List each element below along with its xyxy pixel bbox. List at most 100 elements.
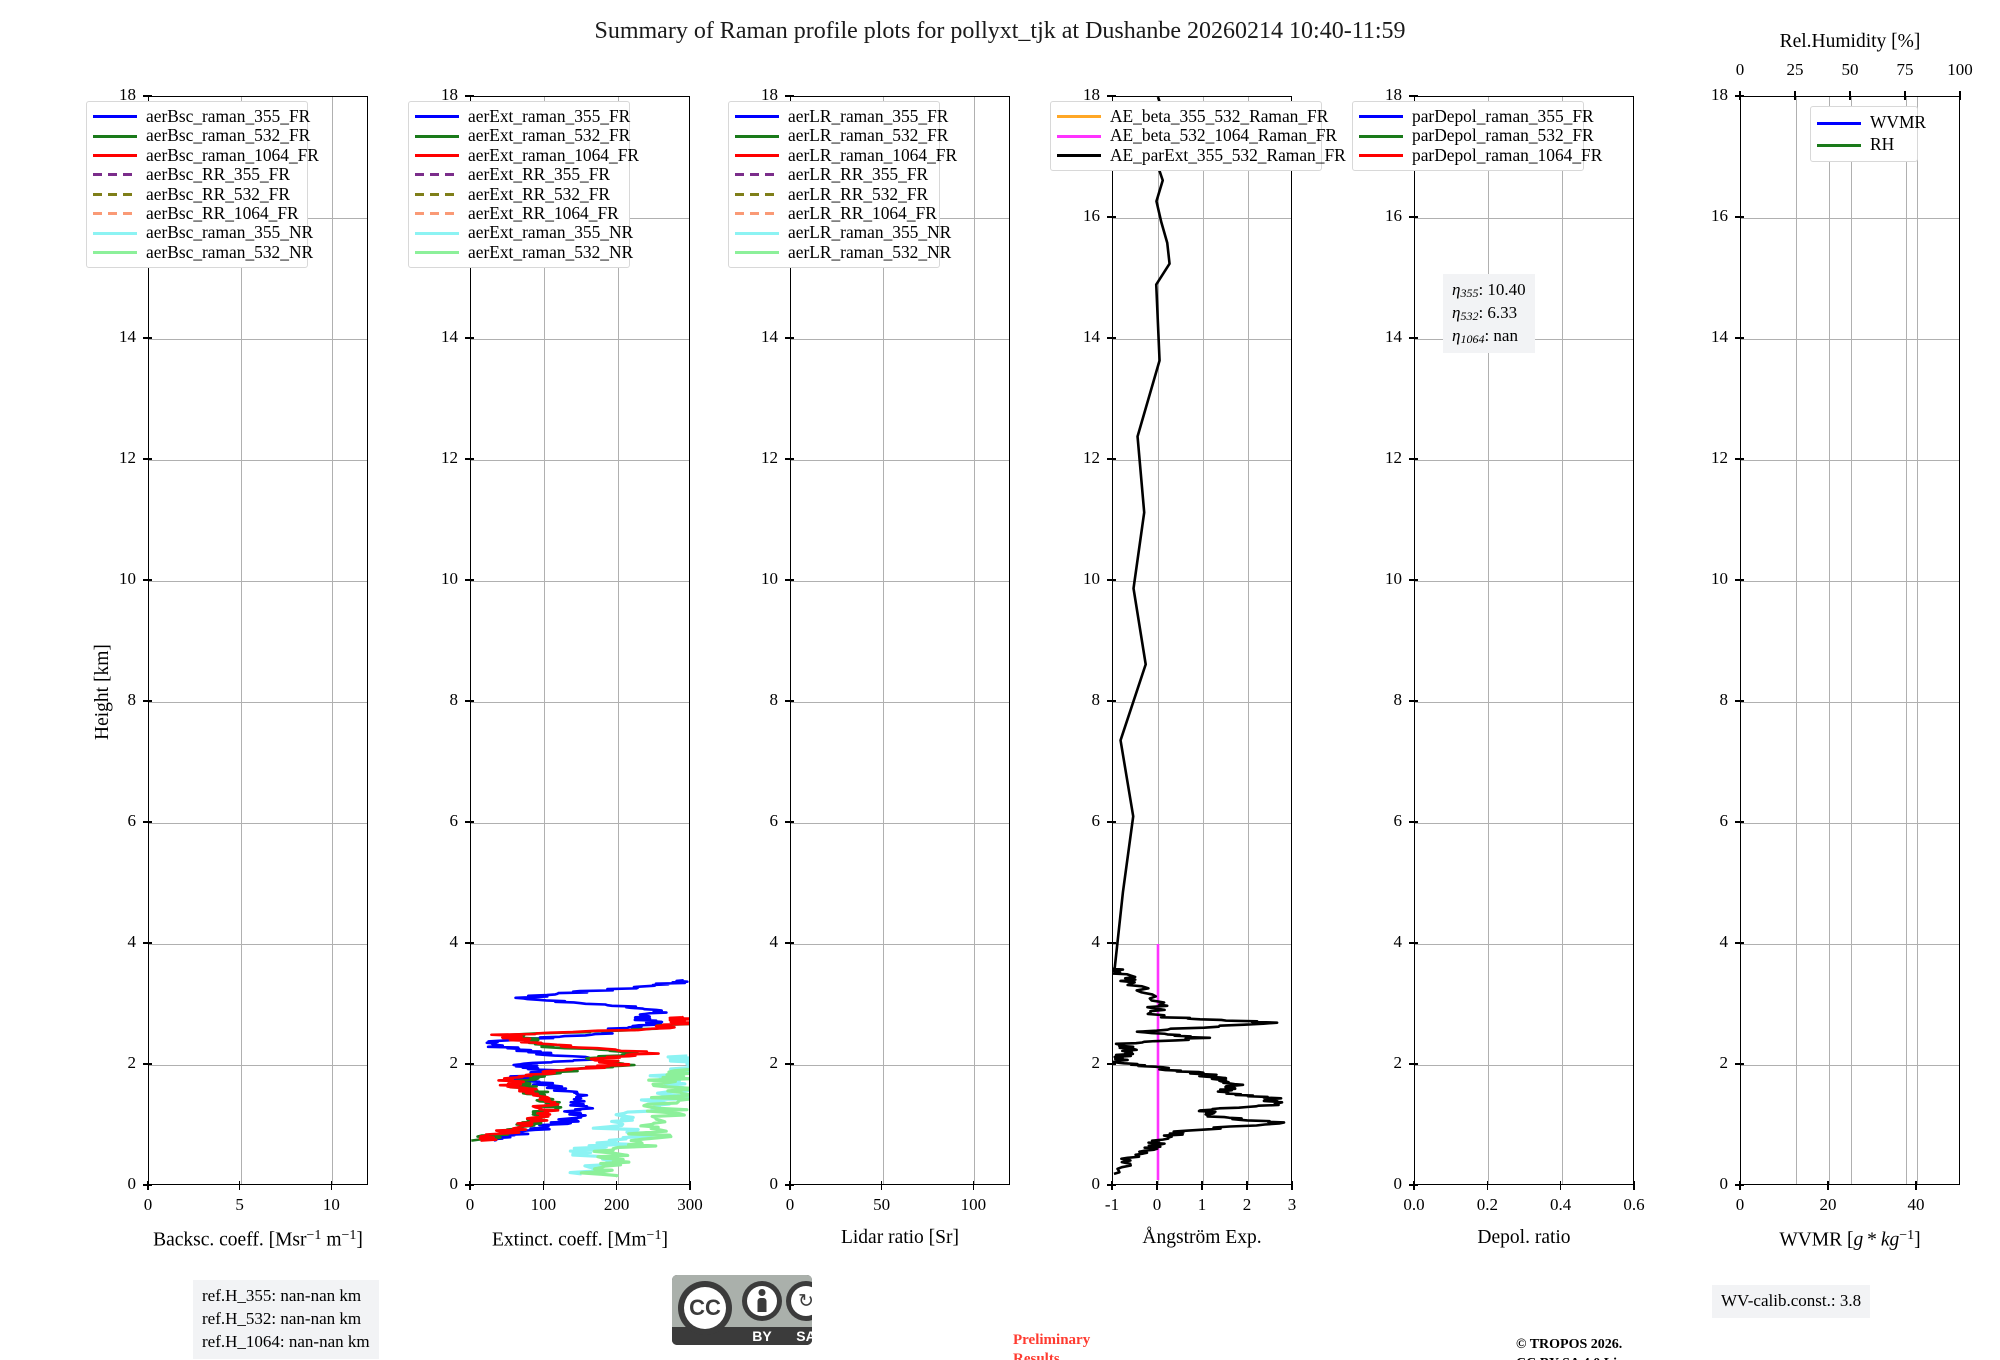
- legend-entry-AE_beta_355_532_Raman_FR[interactable]: AE_beta_355_532_Raman_FR: [1057, 107, 1328, 126]
- cc-by-text: BY: [752, 1328, 772, 1344]
- x-tick-mark: [972, 1181, 975, 1190]
- legend-extinction[interactable]: aerExt_raman_355_FR aerExt_raman_532_FR ae…: [408, 101, 639, 269]
- panel-angstrom-exponent: 0 2 4 6 8 10 12 14 16 18 -1 0 1 2 3 Ångström Exp.: [1083, 85, 1296, 1248]
- legend-entry-aerBsc_raman_532_FR[interactable]: aerBsc_raman_532_FR: [93, 126, 310, 145]
- y-tick-mark: [1409, 216, 1418, 218]
- tropos-line-2: CC BY SA 4.0 License.: [1516, 1356, 1652, 1360]
- y-tick-label: 12: [119, 448, 136, 467]
- legend-label: aerLR_raman_532_FR: [788, 125, 949, 146]
- legend-entry-aerExt_raman_532_NR[interactable]: aerExt_raman_532_NR: [415, 243, 633, 262]
- y-tick-label: 18: [761, 85, 778, 104]
- legend-label: aerExt_RR_532_FR: [468, 183, 611, 204]
- legend-entry-parDepol_raman_355_FR[interactable]: parDepol_raman_355_FR: [1359, 107, 1594, 126]
- gridline-vertical: [974, 97, 976, 1184]
- x-tick-label: 100: [960, 1195, 987, 1214]
- legend-entry-aerLR_raman_355_NR[interactable]: aerLR_raman_355_NR: [735, 223, 951, 242]
- legend-entry-RH[interactable]: RH: [1817, 134, 1909, 156]
- plot-area-backscatter: [148, 96, 368, 1185]
- gridline-horizontal: [1741, 218, 1959, 219]
- x-tick-label: 0: [143, 1195, 153, 1214]
- y-tick-mark: [465, 337, 474, 339]
- legend-entry-aerBsc_RR_1064_FR[interactable]: aerBsc_RR_1064_FR: [93, 204, 299, 223]
- legend-entry-aerLR_RR_1064_FR[interactable]: aerLR_RR_1064_FR: [735, 204, 937, 223]
- legend-entry-aerExt_raman_355_FR[interactable]: aerExt_raman_355_FR: [415, 107, 630, 126]
- y-tick-label: 18: [1711, 85, 1728, 104]
- cc-by-person-icon: [742, 1281, 782, 1321]
- y-tick-mark: [1735, 337, 1744, 339]
- eta-532-label: 532: [1460, 309, 1479, 324]
- legend-entry-aerExt_RR_355_FR[interactable]: aerExt_RR_355_FR: [415, 165, 621, 184]
- y-tick-label: 12: [441, 448, 458, 467]
- plot-area-depol-ratio: [1414, 96, 1634, 1185]
- legend-entry-aerExt_raman_1064_FR[interactable]: aerExt_raman_1064_FR: [415, 146, 639, 165]
- legend-entry-aerLR_raman_1064_FR[interactable]: aerLR_raman_1064_FR: [735, 146, 957, 165]
- legend-entry-aerExt_RR_1064_FR[interactable]: aerExt_RR_1064_FR: [415, 204, 621, 223]
- legend-label: aerBsc_RR_532_FR: [146, 183, 290, 204]
- legend-entry-aerBsc_RR_532_FR[interactable]: aerBsc_RR_532_FR: [93, 185, 299, 204]
- legend-entry-AE_beta_532_1064_Raman_FR[interactable]: AE_beta_532_1064_Raman_FR: [1057, 126, 1337, 145]
- y-tick-label: 2: [449, 1053, 459, 1072]
- x-tick-mark: [1201, 1181, 1203, 1190]
- y-tick-label: 2: [1091, 1053, 1101, 1072]
- y-tick-label: 2: [127, 1053, 137, 1072]
- y-tick-mark: [1735, 1063, 1744, 1065]
- curve-aerExt_raman_1064_FR: [478, 1015, 689, 1142]
- legend-entry-parDepol_raman_1064_FR[interactable]: parDepol_raman_1064_FR: [1359, 146, 1602, 165]
- legend-entry-aerLR_RR_532_FR[interactable]: aerLR_RR_532_FR: [735, 185, 931, 204]
- gridline-horizontal: [1741, 944, 1959, 945]
- legend-entry-AE_parExt_355_532_Raman_FR[interactable]: AE_parExt_355_532_Raman_FR: [1057, 146, 1346, 165]
- legend-entry-aerBsc_RR_355_FR[interactable]: aerBsc_RR_355_FR: [93, 165, 299, 184]
- gridline-vertical: [617, 97, 619, 1184]
- legend-label: aerExt_raman_355_FR: [468, 105, 631, 126]
- legend-backscatter[interactable]: aerBsc_raman_355_FR aerBsc_raman_532_FR ae…: [86, 101, 319, 269]
- legend-entry-parDepol_raman_532_FR[interactable]: parDepol_raman_532_FR: [1359, 126, 1594, 145]
- x-tick-label: 50: [873, 1195, 891, 1214]
- legend-entry-aerExt_RR_532_FR[interactable]: aerExt_RR_532_FR: [415, 185, 621, 204]
- gridline-horizontal: [471, 460, 689, 461]
- legend-entry-aerBsc_raman_355_NR[interactable]: aerBsc_raman_355_NR: [93, 223, 313, 242]
- legend-entry-WVMR[interactable]: WVMR: [1817, 112, 1926, 134]
- y-tick-label: 16: [1711, 206, 1728, 225]
- y-tick-label: 14: [1711, 327, 1728, 346]
- cc-mark-text: CC: [684, 1287, 726, 1329]
- x-tick-label: 0.2: [1476, 1195, 1498, 1214]
- gridline-horizontal: [1741, 1065, 1959, 1066]
- legend-entry-aerBsc_raman_1064_FR[interactable]: aerBsc_raman_1064_FR: [93, 146, 319, 165]
- y-tick-label: 4: [1393, 932, 1403, 951]
- y-tick-label: 12: [1385, 448, 1402, 467]
- y-tick-mark: [785, 337, 794, 339]
- x-tick-label: -1: [1104, 1195, 1120, 1214]
- legend-label: aerExt_RR_1064_FR: [468, 202, 619, 223]
- y-tick-label: 8: [1719, 690, 1729, 709]
- y-tick-label: 6: [127, 811, 137, 830]
- legend-depol-ratio[interactable]: parDepol_raman_355_FR parDepol_raman_532_…: [1352, 101, 1602, 172]
- gridline-horizontal: [1741, 339, 1959, 340]
- eta-1064-label: 1064: [1460, 332, 1485, 347]
- y-tick-mark: [465, 458, 474, 460]
- gridline-vertical: [1906, 97, 1907, 1184]
- y-tick-label: 4: [127, 932, 137, 951]
- legend-entry-aerBsc_raman_355_FR[interactable]: aerBsc_raman_355_FR: [93, 107, 310, 126]
- y-tick-label: 2: [1393, 1053, 1403, 1072]
- gridline-horizontal: [471, 581, 689, 582]
- gridline-horizontal: [149, 944, 367, 945]
- legend-entry-aerLR_raman_532_FR[interactable]: aerLR_raman_532_FR: [735, 126, 948, 145]
- legend-entry-aerLR_raman_355_FR[interactable]: aerLR_raman_355_FR: [735, 107, 948, 126]
- legend-angstrom-exponent[interactable]: AE_beta_355_532_Raman_FR AE_beta_532_1064…: [1050, 101, 1346, 172]
- legend-entry-aerLR_RR_355_FR[interactable]: aerLR_RR_355_FR: [735, 165, 931, 184]
- y-tick-label: 0: [1393, 1174, 1403, 1193]
- legend-entry-aerBsc_raman_532_NR[interactable]: aerBsc_raman_532_NR: [93, 243, 313, 262]
- legend-entry-aerExt_raman_355_NR[interactable]: aerExt_raman_355_NR: [415, 223, 633, 242]
- legend-entry-aerExt_raman_532_FR[interactable]: aerExt_raman_532_FR: [415, 126, 630, 145]
- gridline-vertical: [544, 97, 546, 1184]
- y-tick-mark: [143, 458, 152, 460]
- legend-lidar-ratio[interactable]: aerLR_raman_355_FR aerLR_raman_532_FR aerL…: [728, 101, 957, 269]
- gridline-horizontal: [471, 944, 689, 945]
- y-tick-mark: [1409, 337, 1418, 339]
- legend-wvmr[interactable]: WVMR RH: [1810, 106, 1926, 162]
- gridline-horizontal: [791, 460, 1009, 461]
- x-tick-mark: [330, 1181, 333, 1190]
- legend-label: aerExt_raman_1064_FR: [468, 144, 639, 165]
- x-tick-mark: [1915, 1181, 1917, 1190]
- legend-entry-aerLR_raman_532_NR[interactable]: aerLR_raman_532_NR: [735, 243, 951, 262]
